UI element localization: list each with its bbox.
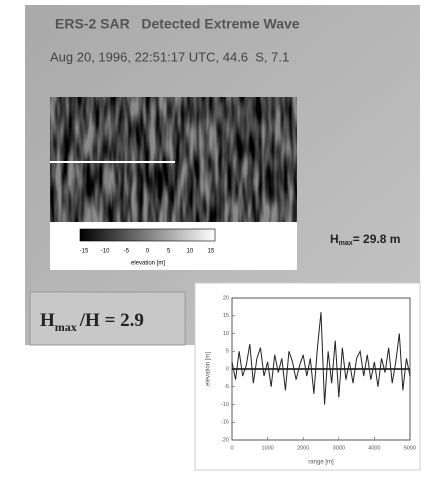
hmax-symbol: H: [330, 232, 339, 246]
hmax-text: Hmax= 29.8 m: [330, 232, 400, 247]
subtitle: Aug 20, 1996, 22:51:17 UTC, 44.6 S, 7.1: [50, 49, 289, 64]
colorbar: [79, 228, 216, 242]
colorbar-tick-label: 10: [186, 249, 193, 255]
x-tick-label: 0: [230, 445, 233, 451]
hmax-sub: max: [339, 240, 353, 247]
ratio-symbol: H: [40, 310, 55, 331]
sar-image: [50, 97, 297, 222]
ratio-value: /H = 2.9: [79, 310, 144, 331]
x-tick-label: 2000: [297, 445, 309, 451]
data-line: [231, 312, 411, 405]
y-tick-label: 5: [226, 349, 229, 355]
colorbar-tick-label: -10: [101, 249, 110, 255]
colorbar-tick-label: -5: [124, 249, 130, 255]
colorbar-tick-label: 15: [208, 249, 215, 255]
x-tick-label: 3000: [333, 445, 345, 451]
x-tick-label: 4000: [368, 445, 380, 451]
y-tick-label: 10: [223, 331, 229, 337]
ratio-sub: max: [55, 320, 77, 334]
y-tick-label: -10: [221, 402, 229, 408]
ratio-text: Hmax/H = 2.9: [40, 310, 144, 333]
colorbar-label: elevation [m]: [131, 261, 165, 267]
colorbar-tick-label: -15: [80, 249, 89, 255]
x-axis-label: range [m]: [308, 460, 334, 466]
y-tick-label: -5: [224, 384, 229, 390]
y-tick-label: 20: [223, 295, 229, 301]
y-tick-label: 0: [226, 366, 229, 372]
hmax-label: Hmax= 29.8 m: [330, 232, 400, 247]
ratio-box: [29, 291, 186, 346]
hmax-value: = 29.8 m: [353, 232, 401, 246]
colorbar-tick-label: 0: [146, 249, 150, 255]
title: ERS-2 SAR Detected Extreme Wave: [55, 16, 300, 32]
colorbar-tick-label: 5: [167, 249, 171, 255]
y-tick-label: 15: [223, 313, 229, 319]
x-tick-label: 5000: [404, 445, 416, 451]
x-tick-label: 1000: [261, 445, 273, 451]
y-tick-label: -15: [221, 420, 229, 426]
y-axis-label: elevation [m]: [206, 352, 212, 386]
y-tick-label: -20: [221, 437, 229, 443]
